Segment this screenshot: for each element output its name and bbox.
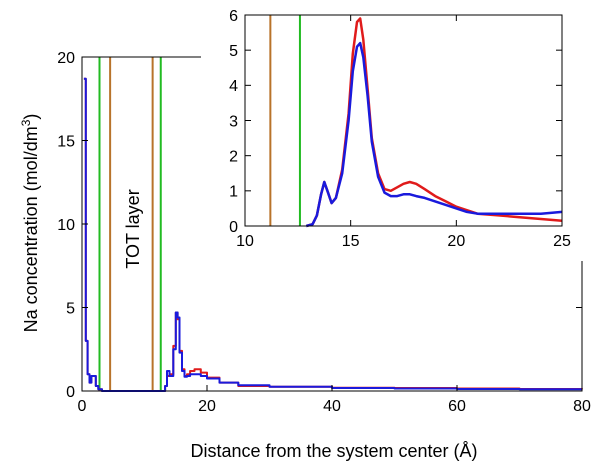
- inset-y-tick-label: 1: [229, 184, 238, 201]
- x-axis-label: Distance from the system center (Å): [190, 441, 477, 461]
- main-x-tick-label: 80: [573, 398, 591, 415]
- main-x-tick-label: 20: [198, 398, 216, 415]
- main-x-tick-label: 0: [78, 398, 87, 415]
- main-series-group: [83, 77, 583, 392]
- inset-y-tick-label: 4: [229, 78, 238, 95]
- main-y-tick-label: 5: [66, 300, 75, 317]
- tot-layer-annotation: TOT layer: [123, 189, 143, 268]
- inset-y-tick-label: 5: [229, 43, 238, 60]
- inset-x-tick-label: 25: [553, 233, 571, 250]
- inset-background: [201, 1, 590, 261]
- inset-y-ticks: 0 1 2 3 4 5 6: [229, 8, 562, 236]
- main-boundary-lines: [98, 57, 162, 391]
- inset-y-tick-label: 3: [229, 113, 238, 130]
- main-y-tick-label: 10: [57, 217, 75, 234]
- inset-x-tick-label: 15: [342, 233, 360, 250]
- main-series-1-line: [83, 77, 582, 392]
- inset-series-1-line: [305, 41, 563, 228]
- inset-series-group: [305, 17, 563, 228]
- main-y-tick-label: 20: [57, 50, 75, 67]
- y-axis-label-close: ): [21, 114, 41, 120]
- inset-chart: 10 15 20 25 0 1 2 3 4 5 6: [201, 1, 590, 261]
- inset-y-tick-label: 0: [229, 219, 238, 236]
- main-x-tick-label: 40: [323, 398, 341, 415]
- main-y-tick-label: 0: [66, 384, 75, 401]
- inset-x-ticks: 10 15 20 25: [236, 15, 571, 250]
- inset-x-tick-label: 10: [236, 233, 254, 250]
- y-axis-label: Na concentration (mol/dm3): [19, 114, 41, 333]
- y-axis-label-text: Na concentration (mol/dm: [21, 126, 41, 332]
- inset-y-tick-label: 6: [229, 8, 238, 25]
- inset-x-tick-label: 20: [447, 233, 465, 250]
- inset-boundary-lines: [269, 15, 301, 226]
- y-axis-label-superscript: 3: [19, 119, 33, 126]
- main-y-tick-label: 15: [57, 133, 75, 150]
- inset-y-tick-label: 2: [229, 148, 238, 165]
- main-x-tick-label: 60: [448, 398, 466, 415]
